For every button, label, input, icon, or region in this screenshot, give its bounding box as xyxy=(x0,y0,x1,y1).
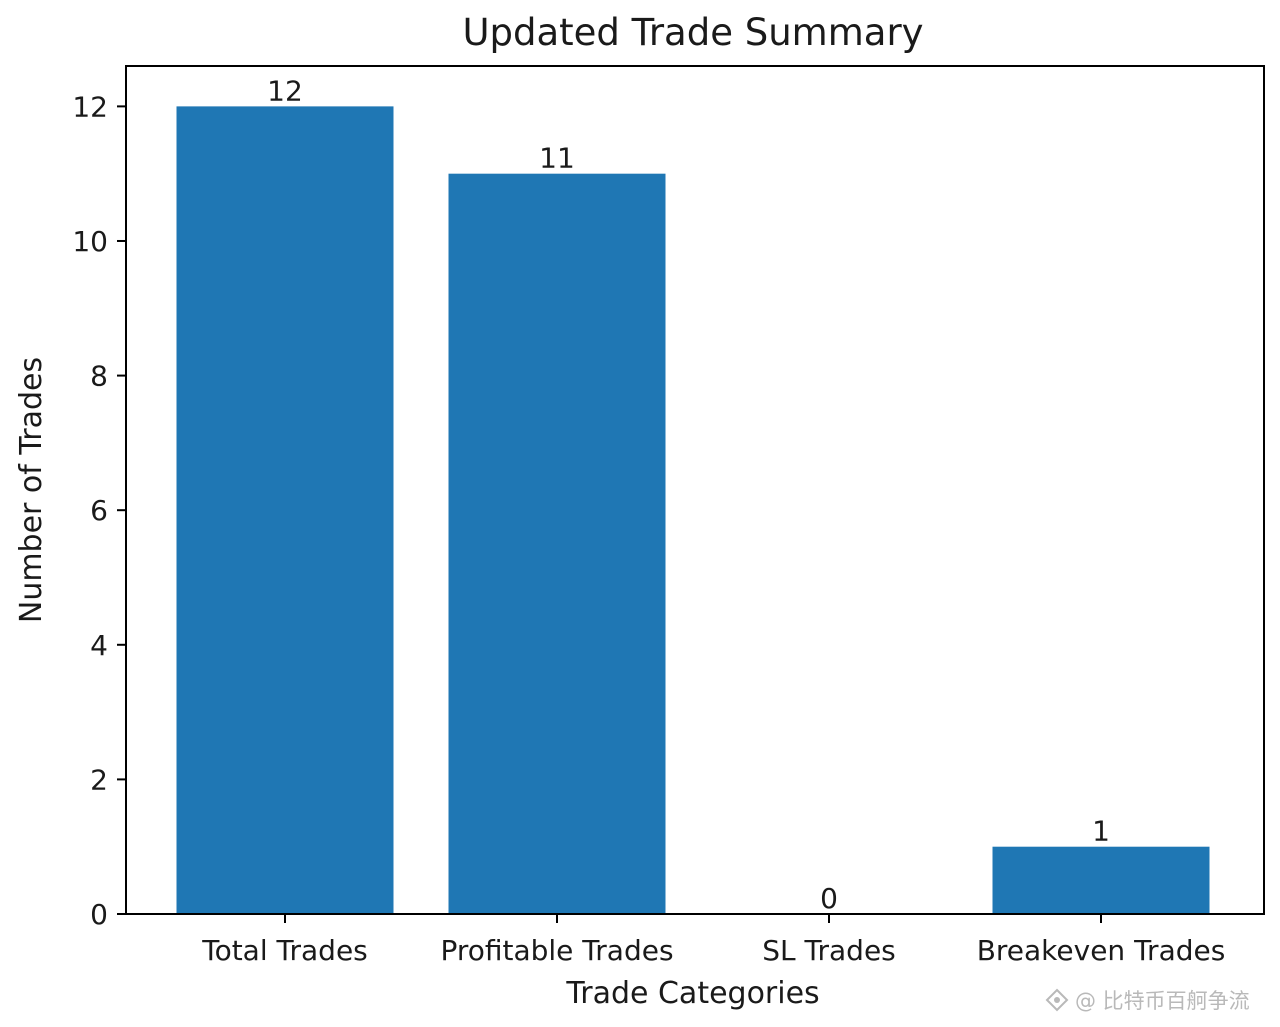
bar-value-label: 1 xyxy=(1092,815,1110,848)
y-tick-label: 10 xyxy=(72,225,108,258)
x-tick-label: Profitable Trades xyxy=(440,934,673,967)
y-tick-label: 6 xyxy=(90,494,108,527)
bar-value-label: 11 xyxy=(539,142,575,175)
watermark-text: @ 比特币百舸争流 xyxy=(1075,989,1250,1013)
y-tick-label: 8 xyxy=(90,360,108,393)
bar-value-label: 0 xyxy=(820,882,838,915)
x-axis: Total Trades Profitable Trades SL Trades Br… xyxy=(201,914,1225,967)
x-tick-label: SL Trades xyxy=(762,934,896,967)
y-tick-label: 2 xyxy=(90,763,108,796)
y-tick-label: 4 xyxy=(90,629,108,662)
x-axis-label: Trade Categories xyxy=(565,976,819,1011)
bars-group xyxy=(176,106,1210,914)
y-tick-label: 12 xyxy=(72,90,108,123)
chart-title: Updated Trade Summary xyxy=(462,11,923,54)
bar xyxy=(448,173,666,914)
plot-frame xyxy=(125,65,1265,915)
data-labels-group: 12 11 0 1 xyxy=(267,74,1110,915)
watermark: @ 比特币百舸争流 xyxy=(1045,988,1250,1013)
x-tick-label: Total Trades xyxy=(201,934,368,967)
y-tick-label: 0 xyxy=(90,898,108,931)
bar-value-label: 12 xyxy=(267,74,303,107)
bar xyxy=(992,846,1210,914)
x-tick-label: Breakeven Trades xyxy=(977,934,1226,967)
share-diamond-icon xyxy=(1045,988,1069,1012)
y-axis-label: Number of Trades xyxy=(14,357,49,623)
bar xyxy=(176,106,394,914)
y-axis: 0 2 4 6 8 10 12 xyxy=(72,90,126,931)
